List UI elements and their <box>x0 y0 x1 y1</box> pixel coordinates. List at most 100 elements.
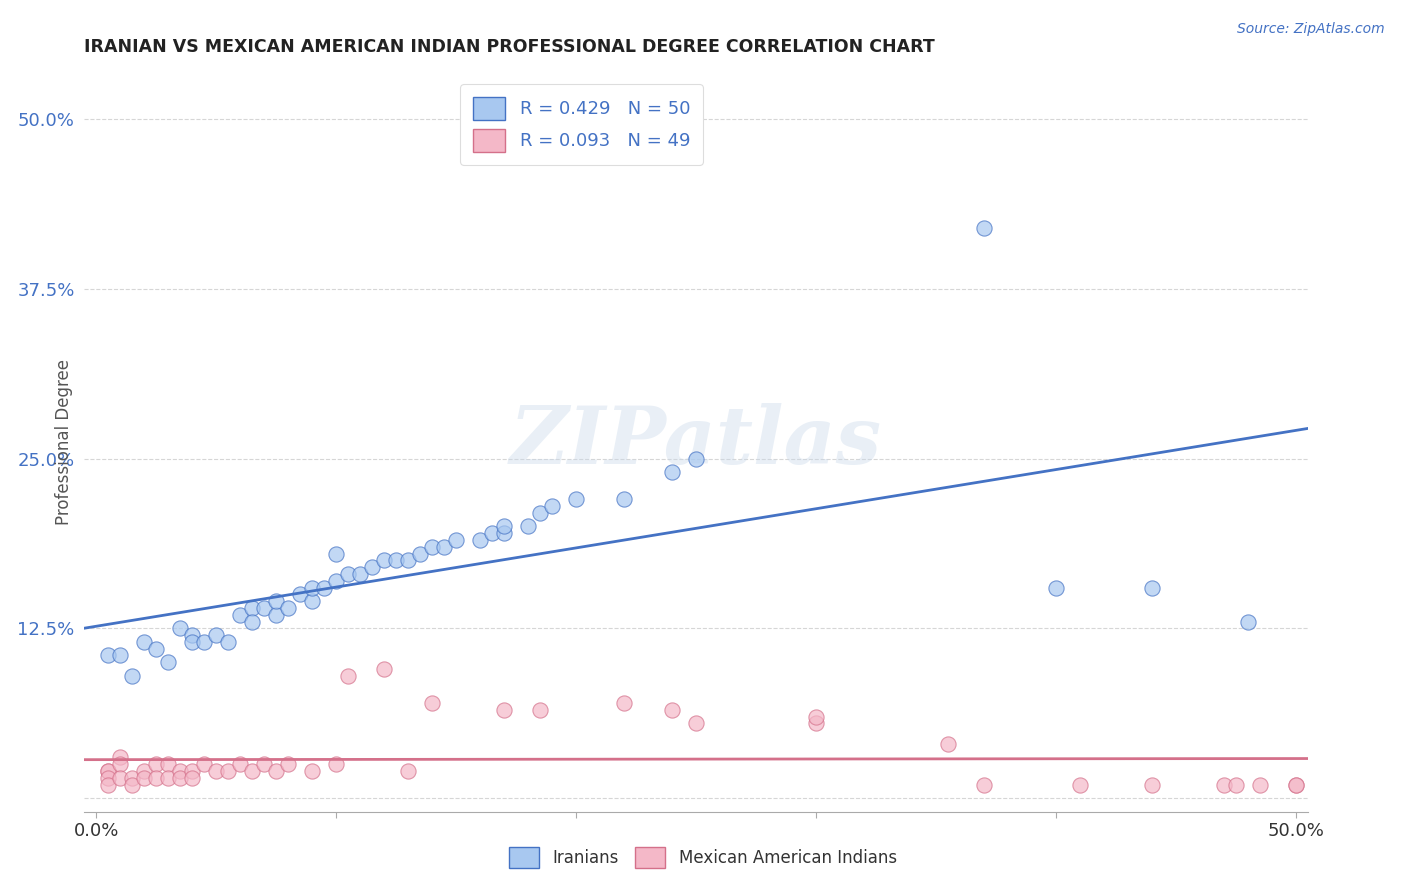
Point <box>494 703 516 717</box>
Point <box>433 540 456 554</box>
Point <box>205 628 228 642</box>
Point <box>314 581 336 595</box>
Point <box>240 615 263 629</box>
Point <box>613 492 636 507</box>
Point <box>217 764 239 778</box>
Point <box>264 764 287 778</box>
Point <box>121 778 143 792</box>
Point <box>337 669 360 683</box>
Point <box>661 465 683 479</box>
Point <box>181 764 204 778</box>
Point <box>229 607 252 622</box>
Point <box>217 635 239 649</box>
Point <box>110 757 132 772</box>
Point <box>301 764 323 778</box>
Point <box>157 655 180 669</box>
Text: ZIPatlas: ZIPatlas <box>510 403 882 480</box>
Point <box>1249 778 1271 792</box>
Point <box>169 621 191 635</box>
Point <box>420 540 443 554</box>
Point <box>1140 778 1163 792</box>
Point <box>301 594 323 608</box>
Point <box>145 757 167 772</box>
Point <box>385 553 408 567</box>
Point <box>145 771 167 785</box>
Point <box>444 533 467 547</box>
Point <box>110 771 132 785</box>
Point <box>97 764 120 778</box>
Point <box>804 709 827 723</box>
Point <box>121 771 143 785</box>
Point <box>613 696 636 710</box>
Point <box>193 757 215 772</box>
Point <box>685 716 707 731</box>
Y-axis label: Professional Degree: Professional Degree <box>55 359 73 524</box>
Point <box>121 669 143 683</box>
Point <box>1225 778 1247 792</box>
Point <box>349 566 371 581</box>
Point <box>804 716 827 731</box>
Point <box>1140 581 1163 595</box>
Point <box>973 778 995 792</box>
Point <box>325 547 347 561</box>
Point <box>277 601 299 615</box>
Point <box>565 492 588 507</box>
Point <box>1284 778 1306 792</box>
Point <box>973 220 995 235</box>
Point <box>97 648 120 663</box>
Point <box>110 750 132 764</box>
Point <box>181 771 204 785</box>
Point <box>253 757 276 772</box>
Point <box>1236 615 1258 629</box>
Point <box>134 635 156 649</box>
Point <box>541 499 564 513</box>
Point <box>97 771 120 785</box>
Text: Source: ZipAtlas.com: Source: ZipAtlas.com <box>1237 22 1385 37</box>
Point <box>157 771 180 785</box>
Point <box>134 771 156 785</box>
Point <box>277 757 299 772</box>
Point <box>169 771 191 785</box>
Point <box>529 703 551 717</box>
Point <box>661 703 683 717</box>
Point <box>396 553 419 567</box>
Text: IRANIAN VS MEXICAN AMERICAN INDIAN PROFESSIONAL DEGREE CORRELATION CHART: IRANIAN VS MEXICAN AMERICAN INDIAN PROFE… <box>84 38 935 56</box>
Point <box>517 519 540 533</box>
Point <box>264 607 287 622</box>
Point <box>373 662 395 676</box>
Point <box>494 519 516 533</box>
Point <box>494 526 516 541</box>
Point <box>205 764 228 778</box>
Point <box>181 628 204 642</box>
Point <box>325 757 347 772</box>
Legend: Iranians, Mexican American Indians: Iranians, Mexican American Indians <box>502 840 904 875</box>
Point <box>361 560 384 574</box>
Point <box>481 526 503 541</box>
Point <box>97 778 120 792</box>
Point <box>325 574 347 588</box>
Point <box>110 648 132 663</box>
Point <box>145 641 167 656</box>
Point <box>1069 778 1091 792</box>
Point <box>290 587 312 601</box>
Point <box>1284 778 1306 792</box>
Point <box>529 506 551 520</box>
Point <box>1045 581 1067 595</box>
Point <box>169 764 191 778</box>
Point <box>373 553 395 567</box>
Point <box>1212 778 1234 792</box>
Point <box>337 566 360 581</box>
Point <box>685 451 707 466</box>
Point <box>936 737 959 751</box>
Point <box>157 757 180 772</box>
Point <box>240 601 263 615</box>
Point <box>253 601 276 615</box>
Point <box>97 764 120 778</box>
Point <box>181 635 204 649</box>
Point <box>193 635 215 649</box>
Point <box>468 533 491 547</box>
Point <box>240 764 263 778</box>
Point <box>134 764 156 778</box>
Point <box>264 594 287 608</box>
Point <box>301 581 323 595</box>
